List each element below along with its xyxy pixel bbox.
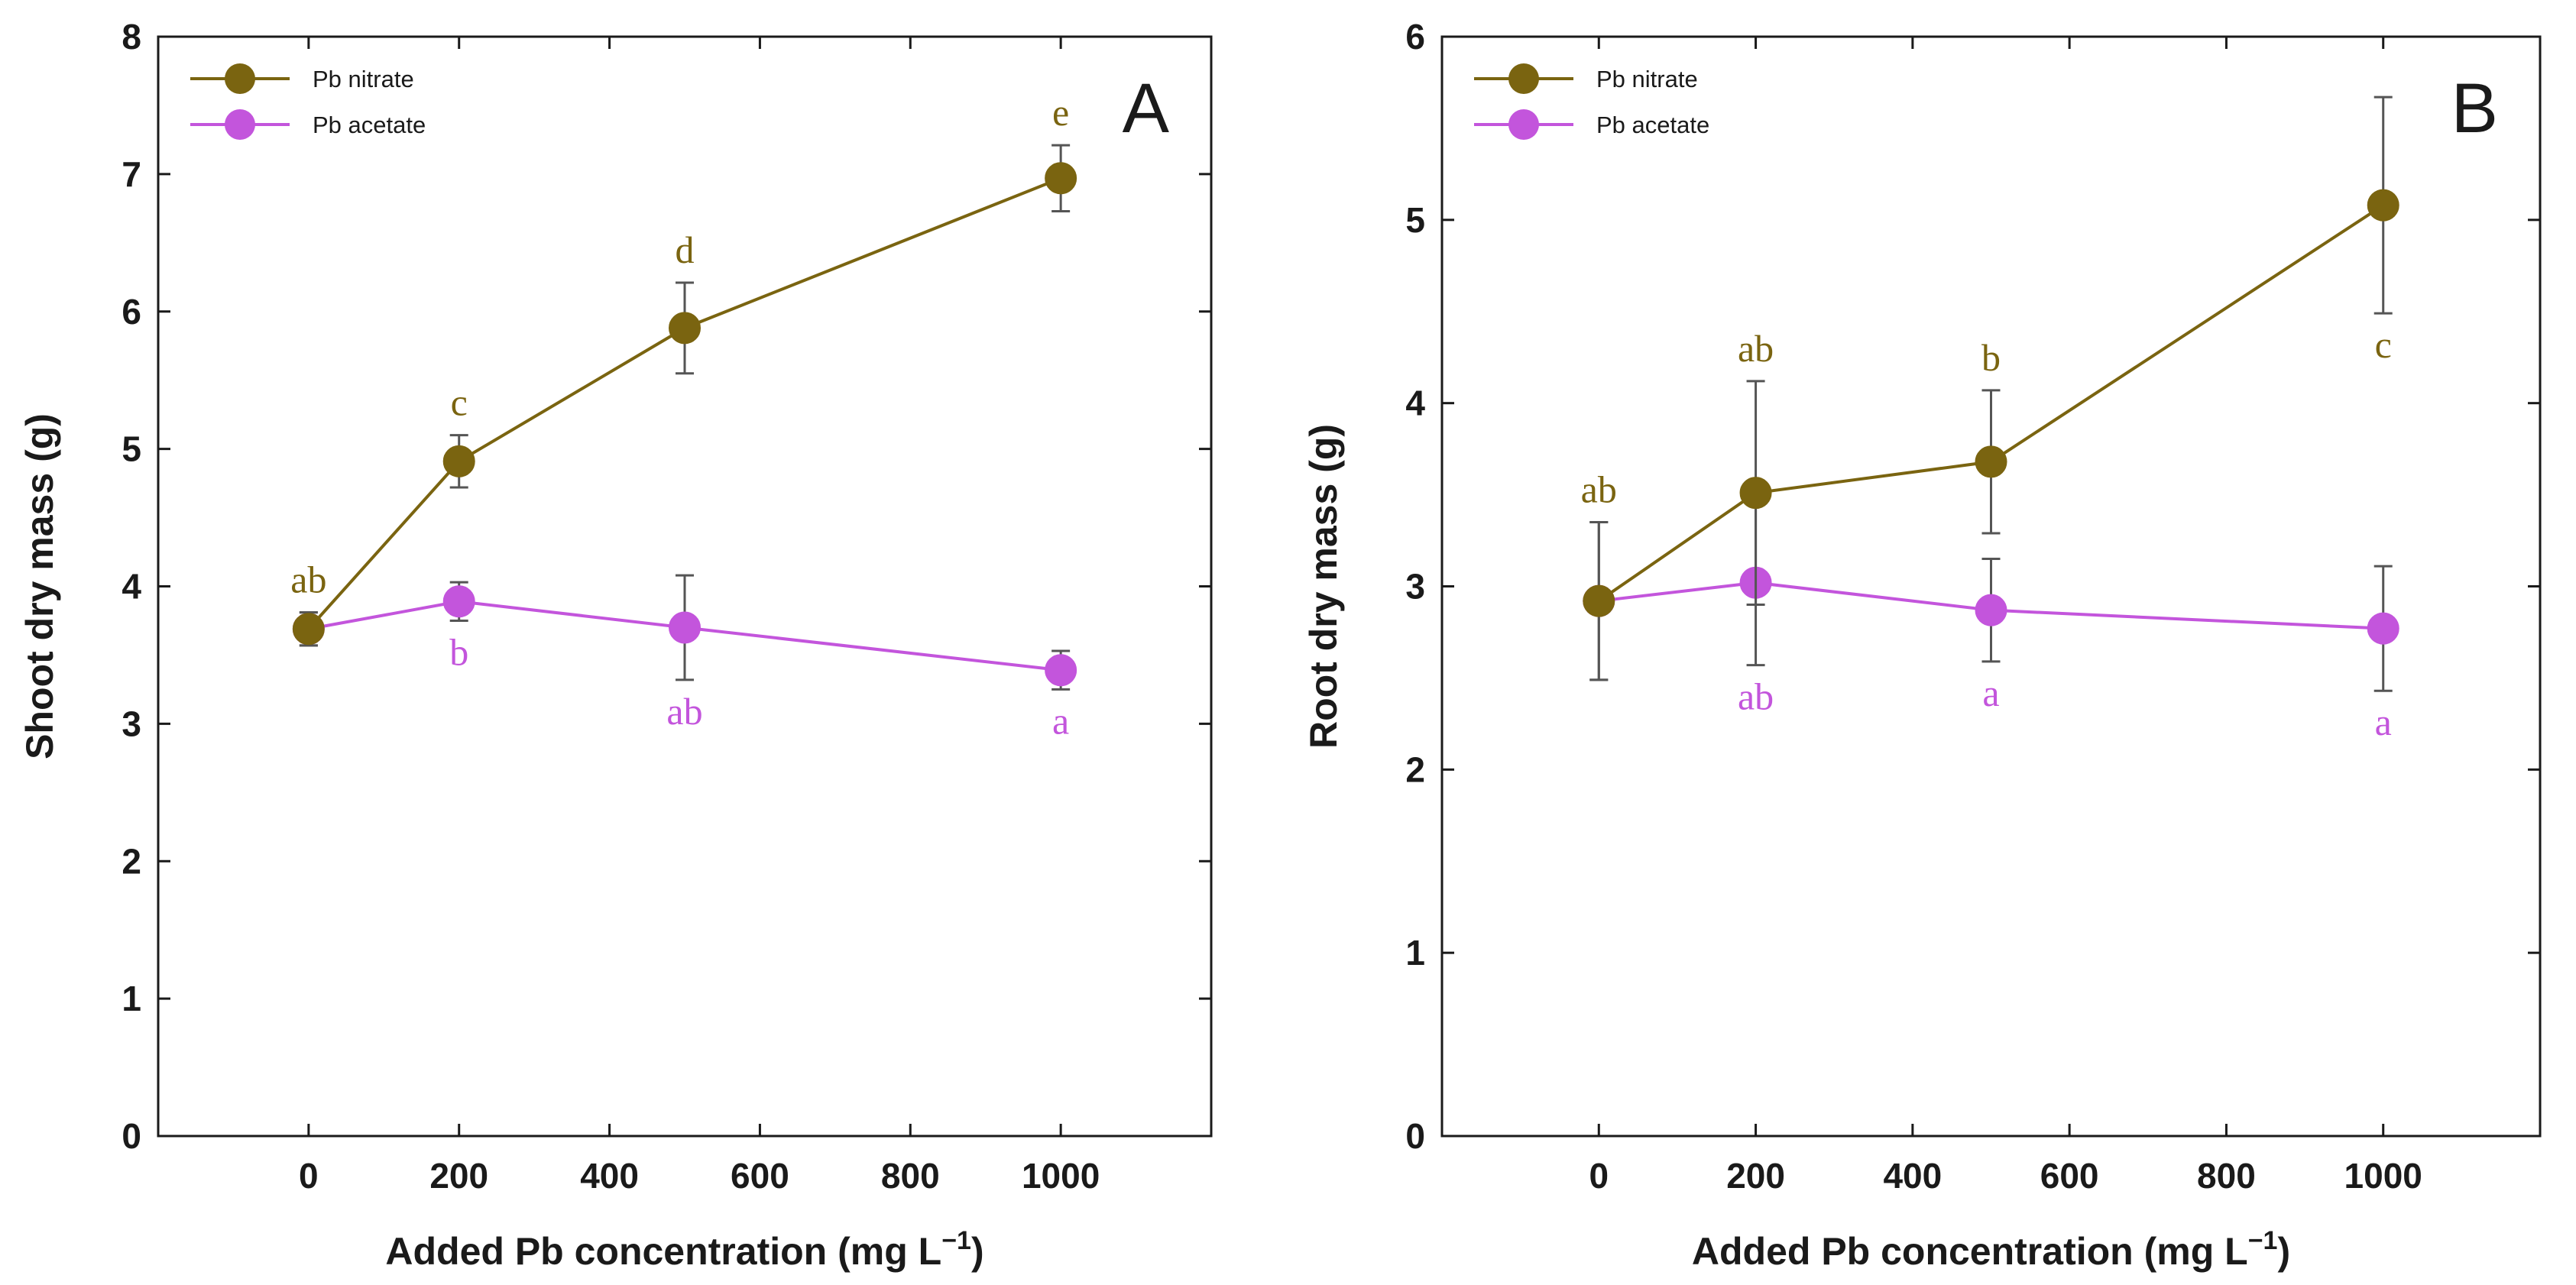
series-pb-acetate: b ab a — [292, 574, 1077, 742]
legend-marker — [1508, 109, 1539, 140]
legend-label: Pb nitrate — [1596, 66, 1698, 92]
data-point — [1045, 654, 1077, 687]
panel-letter: A — [1123, 70, 1170, 147]
panel-letter: B — [2451, 70, 2498, 147]
series-pb-nitrate: ab c d e — [290, 91, 1077, 647]
significance-letter: ab — [1738, 327, 1774, 370]
x-tick-label: 1000 — [1022, 1156, 1100, 1196]
x-axis-label-close: ) — [2277, 1230, 2290, 1273]
x-tick-label: 600 — [2040, 1156, 2099, 1196]
y-tick-label: 8 — [122, 17, 141, 57]
significance-letter: a — [2375, 701, 2392, 743]
data-point — [1975, 594, 2007, 626]
x-axis-label: Added Pb concentration (mg L−1) — [1692, 1226, 2290, 1273]
data-point — [292, 613, 325, 646]
data-point — [669, 611, 701, 644]
y-tick-label: 0 — [122, 1116, 141, 1156]
data-point — [1975, 445, 2007, 478]
x-tick-label: 200 — [429, 1156, 488, 1196]
legend-label: Pb acetate — [313, 112, 426, 138]
y-tick-label: 5 — [122, 429, 141, 469]
x-tick-label: 400 — [1883, 1156, 1942, 1196]
significance-letter: b — [1981, 336, 2001, 379]
y-tick-label: 2 — [1405, 749, 1425, 789]
significance-letter: ab — [1738, 675, 1774, 718]
data-point — [669, 312, 701, 345]
y-tick-label: 1 — [122, 979, 141, 1018]
data-point — [1583, 584, 1615, 617]
panel-b: 0 1 2 3 4 5 6 0 200 400 600 800 1000 Added Pb concent… — [1302, 17, 2542, 1273]
legend: Pb nitrate Pb acetate — [190, 63, 426, 140]
y-axis-label: Root dry mass (g) — [1302, 424, 1345, 749]
y-axis-label: Shoot dry mass (g) — [18, 413, 61, 759]
data-point — [442, 585, 475, 618]
y-tick-label: 3 — [1405, 567, 1425, 607]
y-tick-label: 6 — [122, 292, 141, 332]
x-tick-label: 1000 — [2344, 1156, 2422, 1196]
significance-letter: d — [676, 228, 695, 271]
data-point — [2367, 612, 2399, 645]
x-tick-label: 800 — [881, 1156, 940, 1196]
x-axis-label-exponent: −1 — [941, 1226, 971, 1255]
data-point — [1045, 162, 1077, 195]
x-axis-label-exponent: −1 — [2248, 1226, 2278, 1255]
x-axis-label-main: Added Pb concentration (mg L — [385, 1230, 941, 1273]
significance-letter: ab — [290, 558, 326, 601]
x-tick-label: 400 — [580, 1156, 639, 1196]
legend-label: Pb acetate — [1596, 112, 1709, 138]
data-point — [1739, 477, 1772, 510]
legend-marker — [225, 109, 255, 140]
series-line — [307, 176, 1061, 630]
significance-letter: c — [451, 381, 468, 424]
y-tick-label: 3 — [122, 704, 141, 743]
panel-a: 0 1 2 3 4 5 6 7 8 0 200 400 600 800 1000 Added Pb conce… — [18, 17, 1213, 1273]
y-tick-label: 6 — [1405, 17, 1425, 57]
significance-letter: e — [1052, 91, 1069, 134]
y-tick-label: 4 — [122, 567, 141, 607]
x-axis-label-main: Added Pb concentration (mg L — [1692, 1230, 2248, 1273]
legend-marker — [225, 63, 255, 94]
series-line — [1598, 203, 2384, 603]
significance-letter: ab — [1581, 468, 1617, 511]
y-tick-label: 7 — [122, 154, 141, 194]
data-point — [2367, 189, 2399, 222]
legend-marker — [1508, 63, 1539, 94]
y-tick-label: 2 — [122, 841, 141, 881]
legend: Pb nitrate Pb acetate — [1474, 63, 1709, 140]
significance-letter: a — [1052, 699, 1069, 742]
x-tick-label: 0 — [1589, 1156, 1609, 1196]
significance-letter: a — [1982, 672, 1999, 714]
y-tick-label: 4 — [1405, 384, 1425, 423]
x-tick-label: 0 — [299, 1156, 319, 1196]
series-line — [308, 600, 1061, 672]
series-pb-nitrate: ab ab b c — [1581, 95, 2399, 681]
x-tick-label: 800 — [2197, 1156, 2256, 1196]
significance-letter: ab — [666, 690, 702, 733]
significance-letter: c — [2375, 323, 2392, 366]
data-point — [442, 445, 475, 477]
y-tick-label: 0 — [1405, 1116, 1425, 1156]
x-axis-label: Added Pb concentration (mg L−1) — [385, 1226, 983, 1273]
series-pb-acetate: ab a a — [1583, 499, 2399, 743]
series-line — [1599, 581, 2383, 630]
legend-label: Pb nitrate — [313, 66, 414, 92]
y-tick-label: 1 — [1405, 933, 1425, 973]
significance-letter: b — [449, 630, 468, 673]
x-axis-label-close: ) — [971, 1230, 984, 1273]
x-tick-label: 600 — [731, 1156, 789, 1196]
y-tick-label: 5 — [1405, 200, 1425, 240]
x-tick-label: 200 — [1726, 1156, 1785, 1196]
